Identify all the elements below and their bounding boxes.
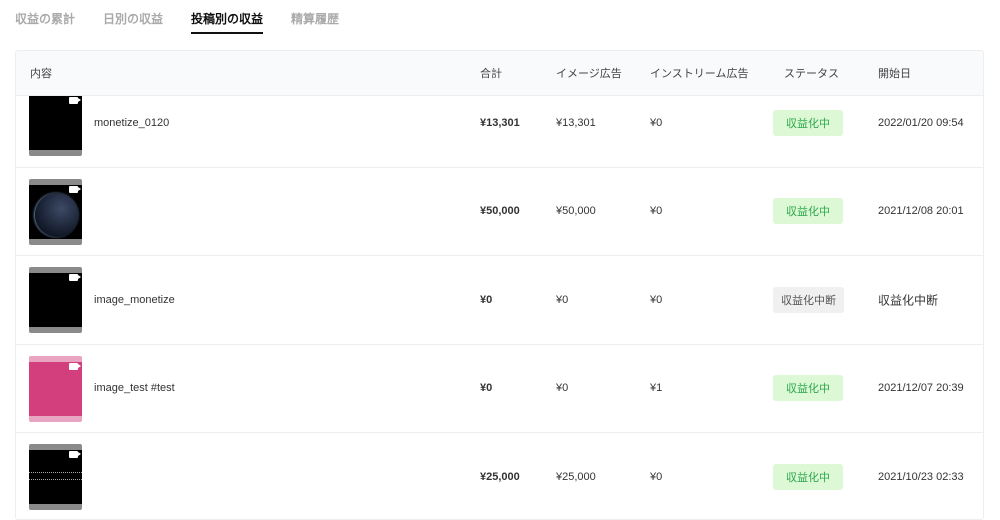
post-title[interactable]: image_test #test: [94, 382, 175, 395]
post-thumbnail[interactable]: [29, 96, 82, 156]
status-badge: 収益化中: [773, 463, 843, 490]
table-row[interactable]: ¥25,000 ¥25,000 ¥0 収益化中 2021/10/23 02:33: [16, 433, 983, 519]
header-start-date: 開始日: [878, 68, 911, 80]
tab-cumulative-revenue[interactable]: 収益の累計: [15, 12, 76, 26]
header-content: 内容: [30, 68, 52, 80]
table-body[interactable]: monetize_0120 ¥13,301 ¥13,301 ¥0 収益化中 20…: [16, 96, 983, 519]
table-row[interactable]: image_monetize ¥0 ¥0 ¥0 収益化中断 収益化中断: [16, 256, 983, 345]
total-revenue: ¥0: [480, 382, 493, 395]
start-date: 収益化中断: [878, 293, 939, 308]
total-revenue: ¥0: [480, 293, 493, 306]
tab-daily-revenue[interactable]: 日別の収益: [103, 12, 164, 26]
tab-revenue-by-post[interactable]: 投稿別の収益: [191, 10, 264, 34]
instream-ad-revenue: ¥0: [650, 293, 663, 306]
status-badge: 収益化中断: [773, 286, 844, 313]
start-date: 2021/12/08 20:01: [878, 205, 964, 218]
post-thumbnail[interactable]: [29, 444, 82, 510]
status-badge: 収益化中: [773, 198, 843, 225]
post-title[interactable]: monetize_0120: [94, 116, 170, 129]
video-camera-icon: [69, 185, 81, 193]
instream-ad-revenue: ¥0: [650, 205, 663, 218]
image-ad-revenue: ¥0: [556, 382, 569, 395]
start-date: 2021/10/23 02:33: [878, 470, 964, 483]
post-thumbnail[interactable]: [29, 178, 82, 245]
header-total: 合計: [480, 68, 502, 80]
status-badge: 収益化中: [773, 375, 843, 402]
image-ad-revenue: ¥0: [556, 293, 569, 306]
image-ad-revenue: ¥13,301: [556, 116, 596, 129]
tab-settlement-history[interactable]: 精算履歴: [291, 12, 340, 26]
start-date: 2022/01/20 09:54: [878, 116, 964, 129]
earth-image: [35, 192, 79, 237]
table-row[interactable]: image_test #test ¥0 ¥0 ¥1 収益化中 2021/12/0…: [16, 345, 983, 433]
revenue-table: 内容 合計 イメージ広告 インストリーム広告 ステータス 開始日 monetiz…: [15, 50, 984, 520]
table-row[interactable]: ¥50,000 ¥50,000 ¥0 収益化中 2021/12/08 20:01: [16, 168, 983, 256]
total-revenue: ¥13,301: [480, 116, 520, 129]
table-row[interactable]: monetize_0120 ¥13,301 ¥13,301 ¥0 収益化中 20…: [16, 96, 983, 168]
video-camera-icon: [69, 451, 81, 458]
instream-ad-revenue: ¥1: [650, 382, 663, 395]
start-date: 2021/12/07 20:39: [878, 382, 964, 395]
post-title[interactable]: image_monetize: [94, 293, 175, 306]
instream-ad-revenue: ¥0: [650, 470, 663, 483]
post-thumbnail[interactable]: [29, 267, 82, 333]
tab-bar: 収益の累計 日別の収益 投稿別の収益 精算履歴: [15, 10, 367, 34]
instream-ad-revenue: ¥0: [650, 116, 663, 129]
image-ad-revenue: ¥25,000: [556, 470, 596, 483]
video-camera-icon: [69, 362, 81, 370]
video-camera-icon: [69, 274, 81, 281]
total-revenue: ¥50,000: [480, 205, 520, 218]
status-badge: 収益化中: [773, 109, 843, 136]
image-ad-revenue: ¥50,000: [556, 205, 596, 218]
header-image-ad: イメージ広告: [556, 68, 622, 80]
total-revenue: ¥25,000: [480, 470, 520, 483]
header-instream-ad: インストリーム広告: [650, 68, 749, 80]
header-status: ステータス: [784, 68, 839, 80]
post-thumbnail[interactable]: [29, 355, 82, 422]
table-header: 内容 合計 イメージ広告 インストリーム広告 ステータス 開始日: [16, 51, 983, 96]
video-camera-icon: [69, 97, 81, 104]
text-overlay: [29, 472, 82, 480]
